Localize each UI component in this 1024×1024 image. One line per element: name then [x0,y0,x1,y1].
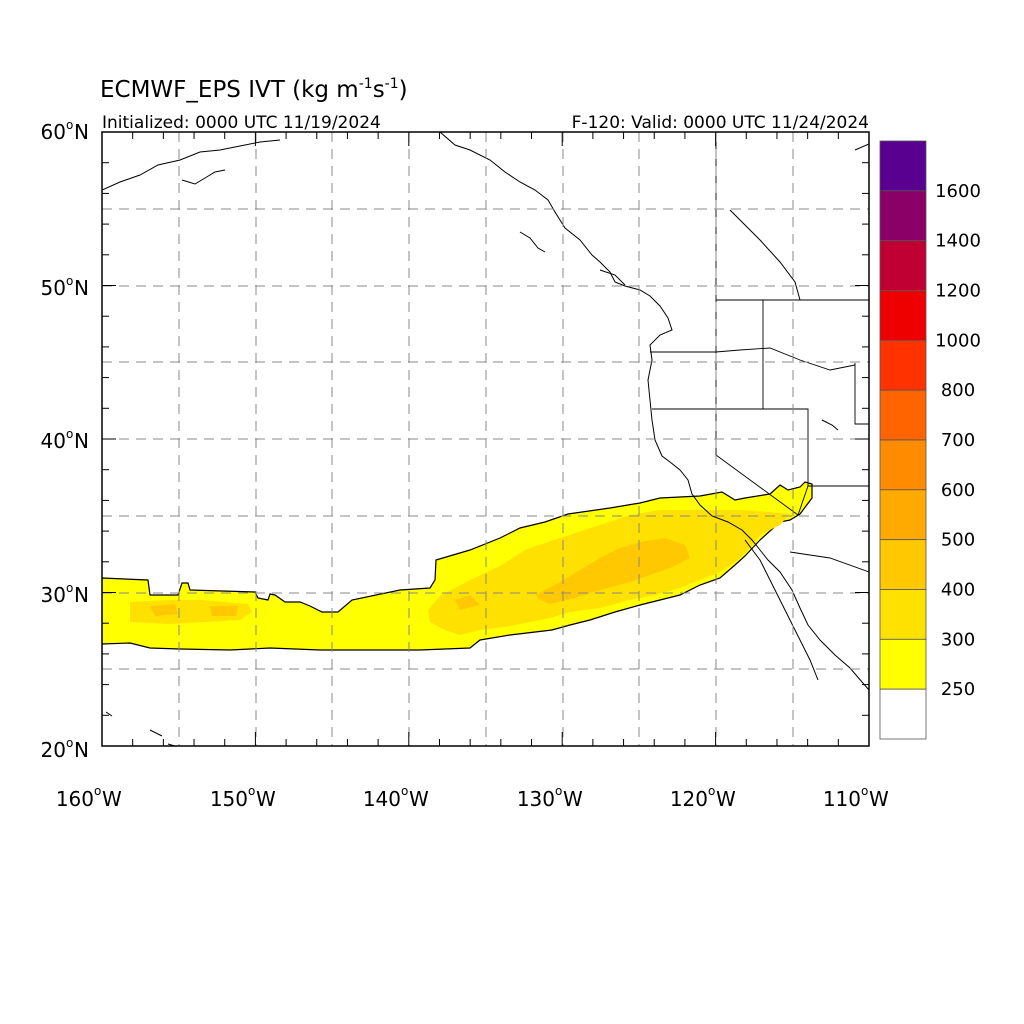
ivt-300-region [130,510,790,635]
lon-label-120: 120 [670,787,708,811]
lon-hemi-160: W [102,787,122,811]
lat-label-40: 40 [41,429,66,453]
colorbar-label: 1400 [935,231,981,252]
colorbar-swatch [879,290,927,341]
ivt-400-region [150,538,690,616]
colorbar-swatch [879,140,927,192]
axis-ticks [101,131,870,747]
colorbar-swatch [879,439,927,491]
lon-degree-140: o [401,784,408,798]
lat-degree-40: o [66,427,73,441]
colorbar-swatch [879,339,927,391]
lat-label-20: 20 [41,738,66,762]
graticule [102,132,869,746]
lat-label-50: 50 [41,276,66,300]
longitude-labels: 160 o W 150 o W 140 o W 130 o W 120 o W … [56,784,889,811]
lat-degree-20: o [66,736,73,750]
lat-hemi-30: N [74,583,89,607]
figure-title: ECMWF_EPS IVT (kg m-1s-1) [100,76,408,103]
colorbar-label: 300 [941,629,975,650]
lat-hemi-60: N [74,120,89,144]
lon-hemi-110: W [869,787,889,811]
colorbar-label: 1000 [935,330,981,351]
lat-degree-60: o [66,118,73,132]
valid-time-label: F-120: Valid: 0000 UTC 11/24/2024 [572,113,869,133]
colorbar-swatch [879,539,927,590]
lat-degree-30: o [66,581,73,595]
colorbar-label: 700 [941,430,975,451]
lon-hemi-150: W [256,787,276,811]
colorbar-swatch [879,389,927,441]
lon-label-130: 130 [517,787,555,811]
colorbar-swatch [879,489,927,541]
lat-hemi-50: N [74,276,89,300]
colorbar-label: 800 [941,380,975,401]
map-content [102,132,869,746]
colorbar-label: 1600 [935,181,981,202]
lon-hemi-140: W [409,787,429,811]
lat-hemi-20: N [74,738,89,762]
lon-label-150: 150 [210,787,248,811]
lat-degree-50: o [66,274,73,288]
colorbar-label: 500 [941,530,975,551]
colorbar-swatch [879,240,927,291]
colorbar-swatch [879,688,927,740]
lon-degree-110: o [861,784,868,798]
lat-hemi-40: N [74,429,89,453]
lon-label-160: 160 [56,787,94,811]
colorbar: 250 300 400 500 600 700 800 1000 1200 1400 1600 [879,140,981,740]
colorbar-swatch [879,190,927,242]
colorbar-label: 400 [941,580,975,601]
lon-degree-160: o [94,784,101,798]
lon-degree-130: o [555,784,562,798]
lon-label-140: 140 [363,787,401,811]
lat-label-30: 30 [41,583,66,607]
lat-label-60: 60 [41,120,66,144]
latitude-labels: 60 o N 50 o N 40 o N 30 o N 20 o N [41,118,89,762]
lon-hemi-120: W [716,787,736,811]
colorbar-swatch [879,589,927,640]
colorbar-label: 1200 [935,281,981,302]
lon-degree-120: o [708,784,715,798]
colorbar-swatch [879,638,927,690]
lon-degree-150: o [248,784,255,798]
init-time-label: Initialized: 0000 UTC 11/19/2024 [102,113,381,133]
colorbar-label: 250 [941,679,975,700]
colorbar-label: 600 [941,480,975,501]
lon-label-110: 110 [823,787,861,811]
lon-hemi-130: W [563,787,583,811]
